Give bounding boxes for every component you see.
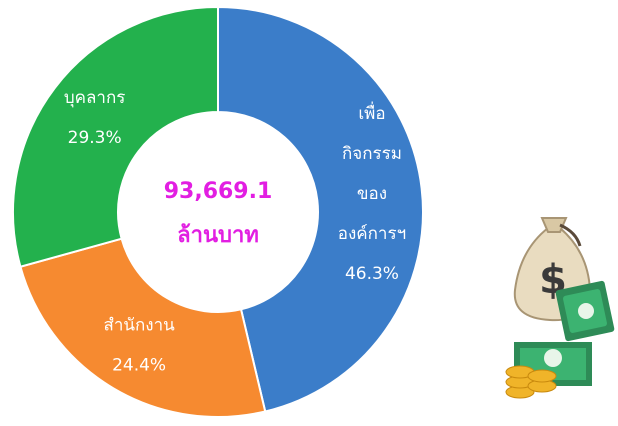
center-total: 93,669.1	[164, 179, 273, 204]
donut-segment	[19, 237, 267, 418]
money-icon: $	[505, 217, 615, 399]
segment-label: สำนักงาน	[103, 315, 175, 335]
donut-segment	[217, 5, 424, 413]
value-label: 24.4%	[112, 355, 166, 375]
value-label: 29.3%	[68, 128, 122, 148]
donut: เพื่อกิจกรรมขององค์การฯ 46.3% สำนักงาน 24.4…	[12, 5, 424, 418]
segment-label: เพื่อกิจกรรมขององค์การฯ	[338, 101, 406, 244]
segment-label: บุคลากร	[64, 88, 126, 108]
donut-segment	[12, 5, 219, 268]
center-unit: ล้านบาท	[177, 223, 259, 248]
value-label: 46.3%	[345, 264, 399, 284]
